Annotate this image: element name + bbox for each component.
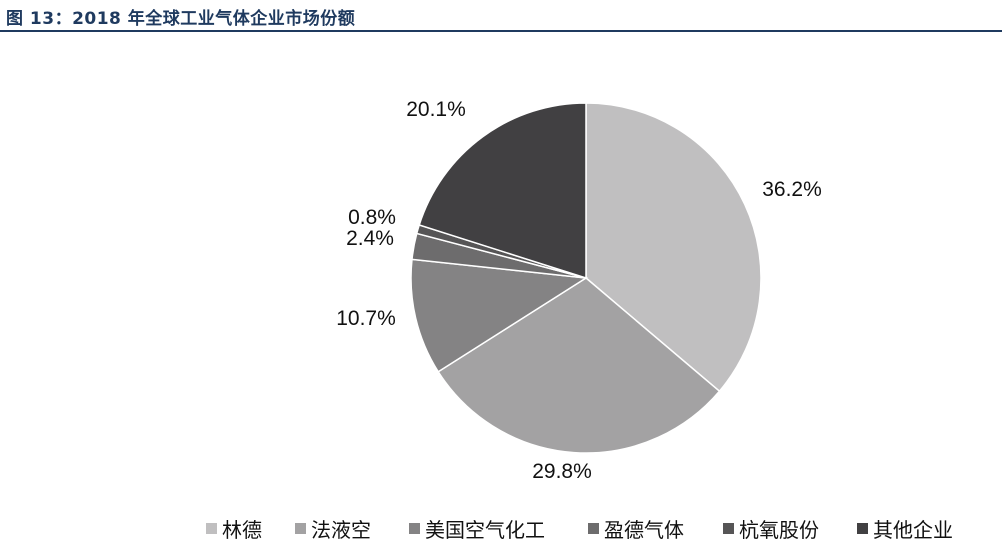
- legend: 林德 法液空 美国空气化工 盈德气体 杭氧股份 其他企业: [0, 512, 1002, 544]
- pie-slice-1: [437, 277, 721, 454]
- legend-swatch-hangyang: [723, 522, 734, 534]
- legend-item-air-liquide: 法液空: [295, 512, 371, 544]
- pie-slice-0: [585, 102, 762, 393]
- legend-label-air-liquide: 法液空: [311, 517, 371, 542]
- pie-label-1: 29.8%: [532, 460, 592, 483]
- pie-label-3: 2.4%: [346, 227, 394, 250]
- pie-slice-5: [418, 102, 587, 280]
- legend-label-air-products: 美国空气化工: [425, 517, 545, 542]
- legend-label-yingde: 盈德气体: [604, 517, 684, 542]
- pie-slice-2: [410, 258, 589, 373]
- legend-item-hangyang: 杭氧股份: [723, 512, 819, 544]
- legend-swatch-others: [857, 522, 868, 534]
- title-divider: [0, 30, 1002, 32]
- legend-item-others: 其他企业: [857, 512, 953, 544]
- figure-title: 图 13：2018 年全球工业气体企业市场份额: [6, 9, 356, 29]
- figure-header: 图 13：2018 年全球工业气体企业市场份额: [0, 0, 1002, 34]
- pie-chart: 36.2% 29.8% 10.7% 2.4%0.8% 20.1%: [336, 98, 822, 483]
- legend-swatch-yingde: [588, 522, 599, 534]
- pie-label-5: 20.1%: [406, 98, 466, 121]
- pie-labels: 36.2% 29.8% 10.7% 2.4%0.8% 20.1%: [336, 98, 822, 483]
- legend-label-linde: 林德: [222, 517, 262, 542]
- pie-slices: [410, 102, 762, 454]
- pie-label-2: 10.7%: [336, 307, 396, 330]
- pie-label-4: 0.8%: [348, 206, 396, 229]
- legend-item-air-products: 美国空气化工: [409, 512, 545, 544]
- legend-swatch-air-liquide: [295, 522, 306, 534]
- legend-swatch-linde: [206, 522, 217, 534]
- pie-label-0: 36.2%: [762, 178, 822, 201]
- legend-swatch-air-products: [409, 522, 420, 534]
- legend-label-others: 其他企业: [873, 517, 953, 542]
- legend-item-linde: 林德: [206, 512, 262, 544]
- legend-item-yingde: 盈德气体: [588, 512, 684, 544]
- legend-label-hangyang: 杭氧股份: [739, 517, 819, 542]
